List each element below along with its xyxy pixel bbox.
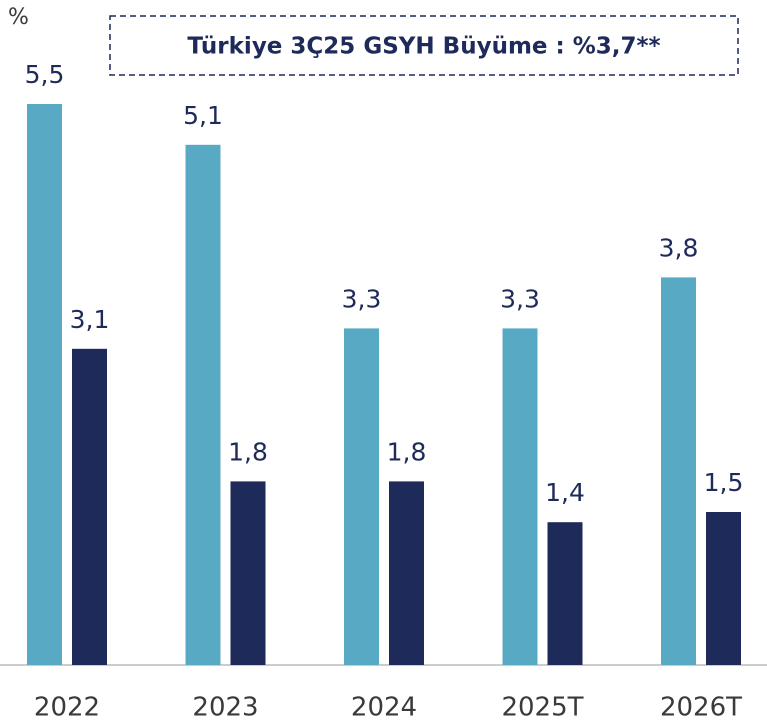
- x-tick-label: 2022: [34, 693, 100, 723]
- annotation: Türkiye 3Ç25 GSYH Büyüme : %3,7**: [187, 34, 660, 60]
- bar: [661, 277, 696, 665]
- value-label: 1,8: [228, 437, 268, 466]
- x-tick-label: 2025T: [501, 693, 583, 723]
- y-axis-label: %: [8, 5, 29, 30]
- bar: [502, 328, 538, 665]
- value-label: 1,5: [704, 468, 744, 497]
- value-label: 3,3: [342, 284, 382, 313]
- value-label: 3,8: [659, 233, 699, 262]
- value-label: 3,3: [500, 284, 540, 313]
- bar: [344, 328, 379, 665]
- bar: [706, 512, 741, 665]
- value-label: 5,5: [25, 60, 65, 89]
- value-label: 1,8: [387, 437, 427, 466]
- bar: [389, 481, 424, 665]
- bar: [547, 522, 583, 665]
- x-tick-label: 2024: [351, 693, 417, 723]
- value-label: 1,4: [545, 478, 585, 507]
- bar: [72, 348, 107, 665]
- bar: [185, 144, 221, 666]
- value-label: 3,1: [70, 305, 110, 334]
- x-tick-label: 2026T: [660, 693, 742, 723]
- bar: [27, 104, 62, 665]
- x-tick-label: 2023: [192, 693, 258, 723]
- value-label: 5,1: [183, 101, 223, 130]
- bar: [230, 481, 266, 665]
- annotation-box: [109, 15, 739, 76]
